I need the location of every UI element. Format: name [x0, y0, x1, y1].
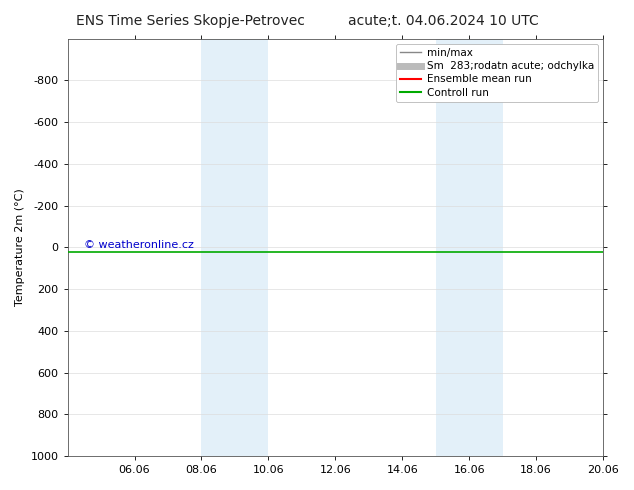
Legend: min/max, Sm  283;rodatn acute; odchylka, Ensemble mean run, Controll run: min/max, Sm 283;rodatn acute; odchylka, … [396, 44, 598, 102]
Text: © weatheronline.cz: © weatheronline.cz [84, 240, 193, 250]
Y-axis label: Temperature 2m (°C): Temperature 2m (°C) [15, 189, 25, 306]
Text: acute;t. 04.06.2024 10 UTC: acute;t. 04.06.2024 10 UTC [349, 14, 539, 28]
Bar [436, 39, 503, 456]
Text: ENS Time Series Skopje-Petrovec: ENS Time Series Skopje-Petrovec [75, 14, 305, 28]
Bar [202, 39, 268, 456]
